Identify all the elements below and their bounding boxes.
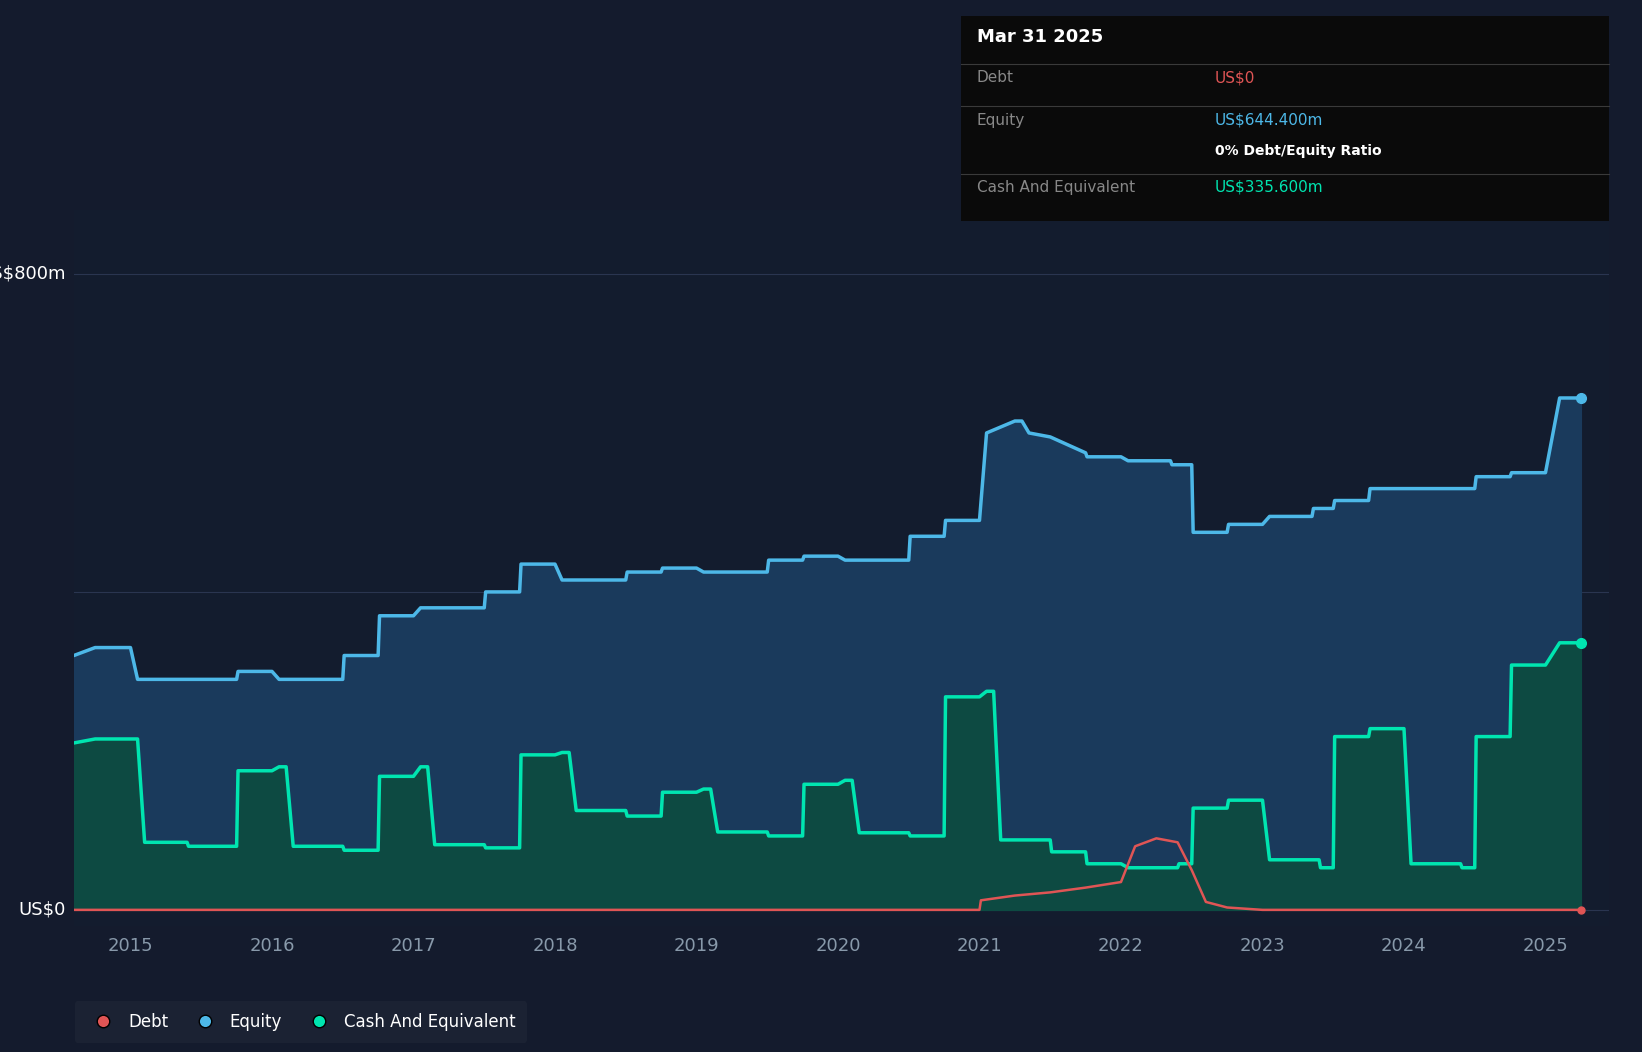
Text: US$0: US$0 [1215, 70, 1256, 85]
Legend: Debt, Equity, Cash And Equivalent: Debt, Equity, Cash And Equivalent [74, 1002, 527, 1043]
Text: Cash And Equivalent: Cash And Equivalent [977, 180, 1135, 195]
Text: Mar 31 2025: Mar 31 2025 [977, 28, 1103, 46]
Text: US$335.600m: US$335.600m [1215, 180, 1323, 195]
Text: 0% Debt/Equity Ratio: 0% Debt/Equity Ratio [1215, 144, 1381, 158]
Text: Equity: Equity [977, 113, 1025, 127]
Text: US$644.400m: US$644.400m [1215, 113, 1323, 127]
Text: Debt: Debt [977, 70, 1015, 85]
Text: US$800m: US$800m [0, 265, 66, 283]
Text: US$0: US$0 [18, 901, 66, 918]
